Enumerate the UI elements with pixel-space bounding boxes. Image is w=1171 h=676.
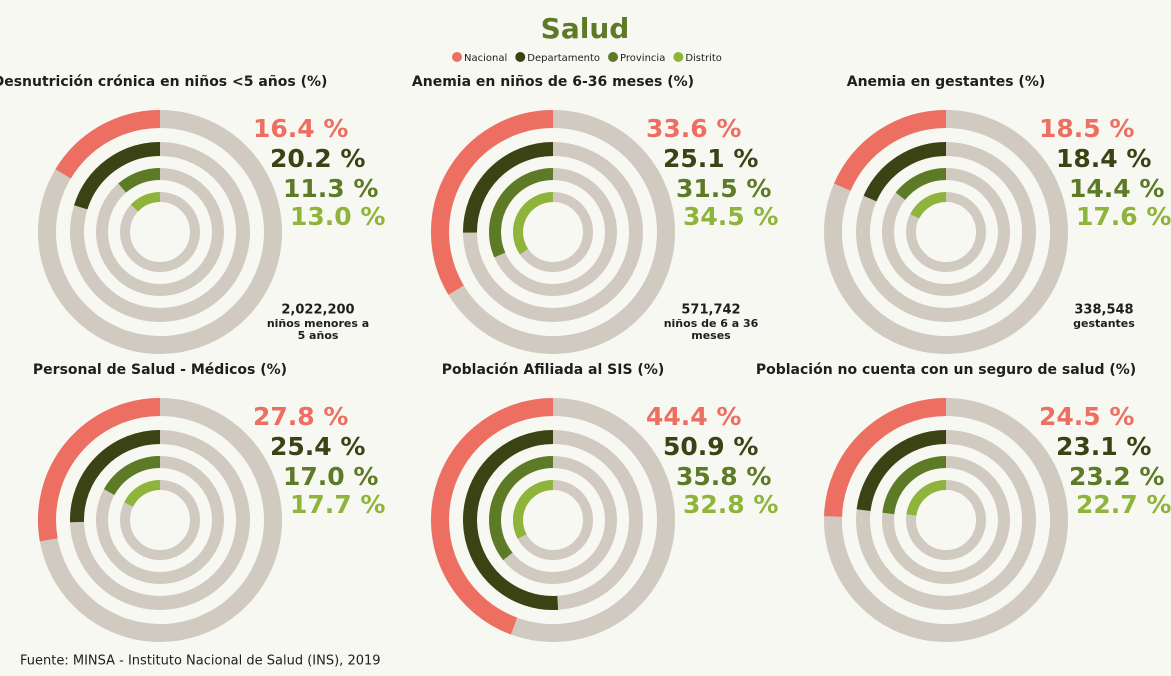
- value-label: 50.9 %: [663, 432, 758, 461]
- radial-bar: [118, 168, 161, 193]
- value-label: 13.0 %: [290, 202, 385, 231]
- value-label: 18.5 %: [1039, 114, 1134, 143]
- value-label: 24.5 %: [1039, 402, 1134, 431]
- radial-bar: [906, 480, 947, 516]
- legend-dot: [515, 52, 526, 62]
- radial-bar: [489, 168, 554, 258]
- legend-label: Provincia: [620, 53, 665, 64]
- radial-bar: [895, 168, 947, 201]
- value-label: 23.1 %: [1056, 432, 1151, 461]
- annotation: gestantes: [1073, 317, 1135, 330]
- legend-label: Departamento: [527, 53, 600, 64]
- legend-label: Nacional: [464, 53, 507, 64]
- radial-bar: [55, 110, 161, 179]
- legend-dot: [608, 52, 619, 62]
- annotation: niños de 6 a 36: [664, 317, 759, 330]
- value-label: 17.0 %: [283, 462, 378, 491]
- value-label: 20.2 %: [270, 144, 365, 173]
- radial-bar: [910, 192, 947, 219]
- legend-dot: [452, 52, 462, 62]
- value-label: 32.8 %: [683, 490, 778, 519]
- value-label: 31.5 %: [676, 174, 771, 203]
- value-label: 33.6 %: [646, 114, 741, 143]
- chart-title: Anemia en niños de 6-36 meses (%): [412, 74, 694, 90]
- radial-bar: [489, 456, 554, 561]
- value-label: 22.7 %: [1076, 490, 1171, 519]
- radial-bar: [824, 398, 947, 517]
- radial-bar: [463, 430, 559, 610]
- radial-bar: [124, 480, 161, 507]
- legend-dot: [673, 52, 684, 62]
- radial-bar: [103, 456, 161, 496]
- value-label: 34.5 %: [683, 202, 778, 231]
- chart-title: Población no cuenta con un seguro de sal…: [756, 362, 1136, 378]
- radial-bar: [463, 142, 554, 233]
- annotation: niños menores a: [267, 317, 369, 330]
- radial-bar: [130, 192, 161, 212]
- radial-bar: [70, 430, 161, 523]
- value-label: 25.1 %: [663, 144, 758, 173]
- value-label: 17.7 %: [290, 490, 385, 519]
- radial-bar: [834, 110, 947, 191]
- value-label: 44.4 %: [646, 402, 741, 431]
- value-label: 16.4 %: [253, 114, 348, 143]
- value-label: 17.6 %: [1076, 202, 1171, 231]
- radial-bar: [863, 142, 947, 202]
- source: Fuente: MINSA - Instituto Nacional de Sa…: [20, 654, 381, 669]
- chart-title: Población Afiliada al SIS (%): [442, 362, 665, 378]
- radial-bar: [856, 430, 947, 512]
- value-label: 25.4 %: [270, 432, 365, 461]
- annotation: 571,742: [681, 303, 740, 318]
- annotation: 2,022,200: [281, 303, 354, 318]
- value-label: 11.3 %: [283, 174, 378, 203]
- chart-title: Anemia en gestantes (%): [847, 74, 1046, 90]
- value-label: 35.8 %: [676, 462, 771, 491]
- value-label: 14.4 %: [1069, 174, 1164, 203]
- legend-label: Distrito: [685, 53, 722, 64]
- annotation: 5 años: [298, 329, 339, 342]
- value-label: 27.8 %: [253, 402, 348, 431]
- radial-bar: [38, 398, 161, 542]
- radial-bar: [513, 192, 554, 255]
- chart-title: Personal de Salud - Médicos (%): [33, 362, 287, 378]
- radial-bar: [431, 398, 554, 635]
- value-label: 18.4 %: [1056, 144, 1151, 173]
- value-label: 23.2 %: [1069, 462, 1164, 491]
- radial-bar: [882, 456, 947, 515]
- main-title: Salud: [541, 12, 630, 45]
- annotation: 338,548: [1074, 303, 1133, 318]
- radial-bar: [431, 110, 554, 295]
- annotation: meses: [691, 329, 731, 342]
- radial-bar: [513, 480, 554, 539]
- chart-title: Desnutrición crónica en niños <5 años (%…: [0, 74, 327, 90]
- radial-bar: [74, 142, 161, 210]
